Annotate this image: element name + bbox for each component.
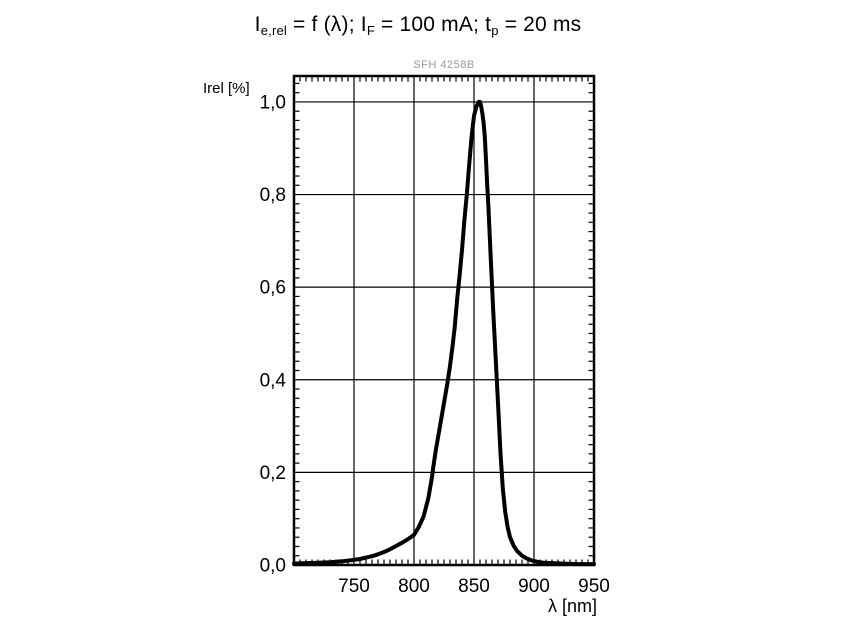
part-number-watermark: SFH 4258B <box>413 59 475 71</box>
y-tick-label: 0,6 <box>260 278 286 299</box>
y-axis-title: Irel [%] <box>203 80 250 97</box>
x-tick-label: 800 <box>398 576 430 597</box>
title-subscript: p <box>491 23 499 39</box>
title-text: = 20 ms <box>498 13 582 36</box>
spectral-emission-curve <box>292 99 596 567</box>
title-text: = f (λ); I <box>287 13 367 36</box>
y-tick-label: 0,8 <box>260 185 286 206</box>
title-text: I <box>254 13 261 36</box>
chart-title: Ie,rel = f (λ); IF = 100 mA; tp = 20 ms <box>0 13 836 38</box>
title-subscript: e,rel <box>260 23 288 39</box>
y-tick-label: 0,0 <box>260 556 286 577</box>
x-tick-label: 750 <box>338 576 370 597</box>
x-tick-label: 950 <box>578 576 610 597</box>
y-tick-label: 1,0 <box>260 92 286 113</box>
title-subscript: F <box>366 23 375 39</box>
y-tick-label: 0,4 <box>260 370 287 391</box>
x-tick-label: 900 <box>518 576 550 597</box>
y-tick-label: 0,2 <box>260 463 286 484</box>
x-axis-title: λ [nm] <box>547 596 597 616</box>
plot-border <box>292 74 596 567</box>
title-text: = 100 mA; t <box>374 13 492 36</box>
x-tick-label: 850 <box>458 576 490 597</box>
